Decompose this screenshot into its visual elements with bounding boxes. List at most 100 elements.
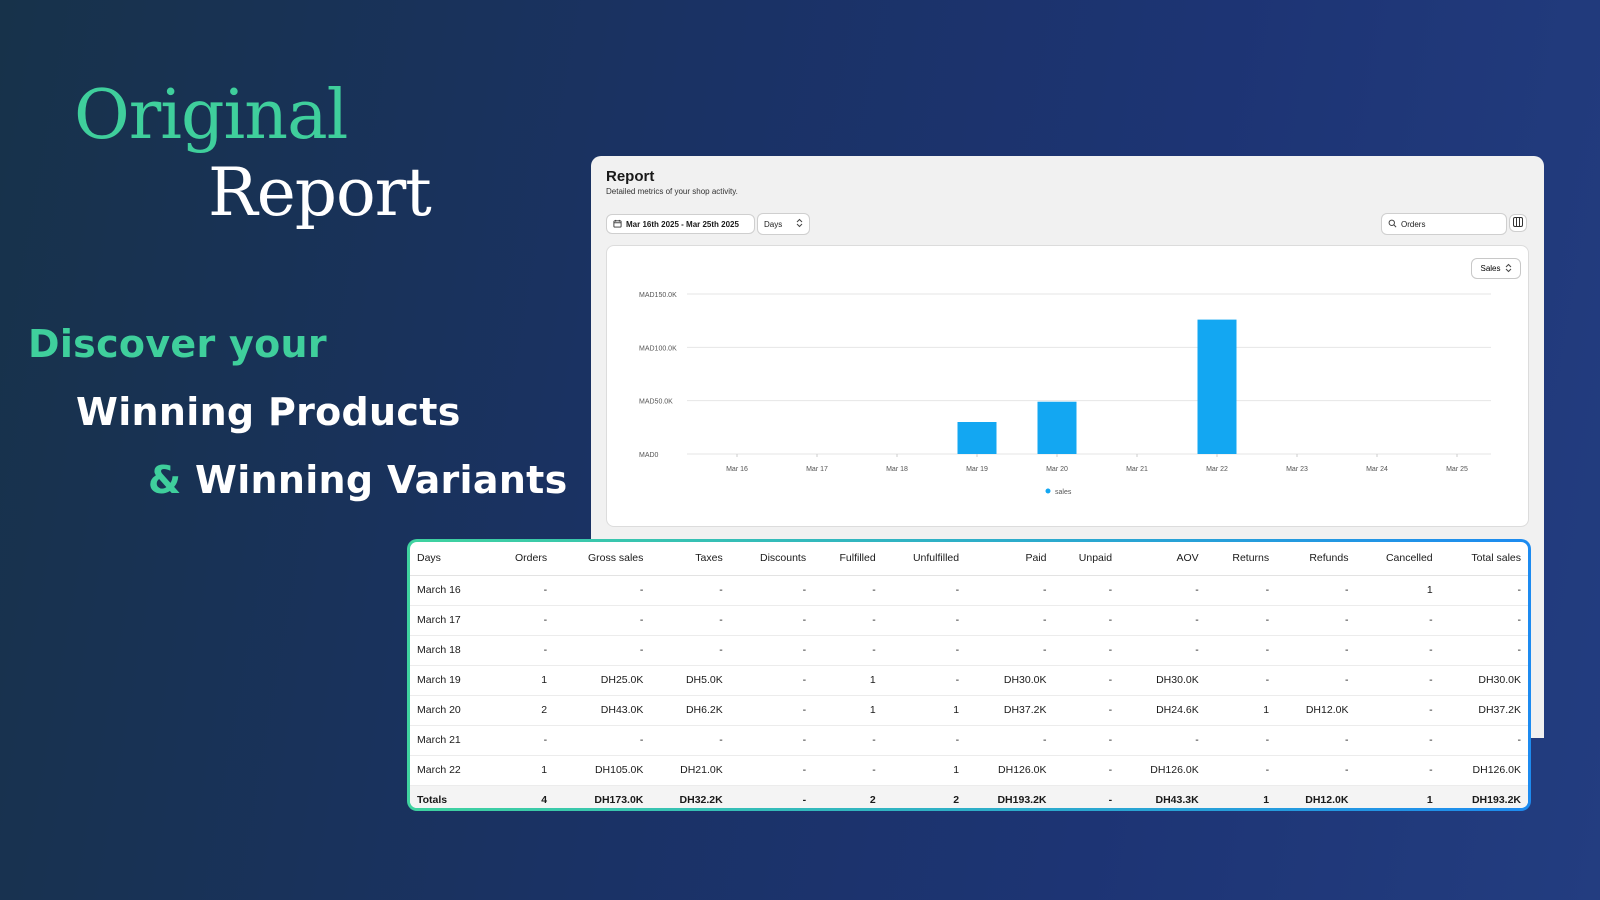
table-cell: -	[882, 725, 967, 756]
totals-cell: -	[1053, 785, 1120, 808]
table-row: March 22 1 DH105.0K DH21.0K - -1 DH126.0K - DH12…	[410, 755, 1528, 786]
table-cell: -	[813, 575, 883, 606]
ampersand: &	[148, 458, 182, 502]
table-cell: -	[1053, 635, 1120, 666]
table-cell: DH126.0K	[1439, 755, 1528, 786]
column-header: Days	[410, 542, 491, 576]
columns-icon	[1513, 217, 1523, 229]
table-cell: 1	[882, 755, 967, 786]
table-cell: -	[1205, 605, 1277, 636]
table-cell: -	[1205, 725, 1277, 756]
table-cell: -	[1355, 755, 1440, 786]
table-cell: -	[882, 575, 967, 606]
table-cell: -	[490, 725, 555, 756]
sales-bar	[957, 422, 997, 454]
tagline-discover: Discover your	[28, 322, 327, 366]
table-cell: March 17	[410, 605, 491, 636]
x-tick-label: Mar 20	[1046, 466, 1068, 473]
table-cell: -	[1355, 725, 1440, 756]
table-cell: -	[1276, 755, 1356, 786]
hero-title-report: Report	[208, 154, 432, 231]
table-cell: -	[650, 605, 730, 636]
totals-cell: DH193.2K	[966, 785, 1054, 808]
y-tick-label: MAD100.0K	[639, 345, 677, 352]
table-cell: DH21.0K	[650, 755, 730, 786]
table-cell: DH43.0K	[554, 695, 651, 726]
tagline-winning-variants-text: Winning Variants	[194, 458, 568, 502]
table-cell: 1	[1205, 695, 1277, 726]
column-header: Taxes	[650, 542, 730, 576]
table-cell: DH30.0K	[966, 665, 1054, 696]
table-cell: -	[1276, 605, 1356, 636]
x-tick-label: Mar 22	[1206, 466, 1228, 473]
table-cell: 1	[490, 755, 555, 786]
report-table: Days Orders Gross sales Taxes Discounts Fulfi…	[407, 539, 1531, 811]
table-cell: -	[650, 635, 730, 666]
totals-cell: DH193.2K	[1439, 785, 1528, 808]
table-cell: -	[1276, 725, 1356, 756]
table-cell: -	[1355, 695, 1440, 726]
table-cell: -	[729, 635, 814, 666]
date-range-label: Mar 16th 2025 - Mar 25th 2025	[626, 219, 739, 229]
x-tick-label: Mar 25	[1446, 466, 1468, 473]
date-range-picker[interactable]: Mar 16th 2025 - Mar 25th 2025	[606, 214, 755, 234]
table-cell: -	[1276, 665, 1356, 696]
table-cell: -	[966, 575, 1054, 606]
table-cell: -	[813, 725, 883, 756]
column-header: Unpaid	[1053, 542, 1120, 576]
table-cell: -	[813, 635, 883, 666]
table-cell: -	[966, 635, 1054, 666]
table-cell: March 20	[410, 695, 491, 726]
tagline-winning-products: Winning Products	[76, 390, 461, 434]
totals-cell: DH32.2K	[650, 785, 730, 808]
table-cell: -	[1355, 635, 1440, 666]
table-cell: March 18	[410, 635, 491, 666]
legend-label: sales	[1055, 489, 1072, 496]
table-cell: -	[554, 725, 651, 756]
table-cell: March 22	[410, 755, 491, 786]
totals-cell: 4	[490, 785, 555, 808]
totals-cell: -	[729, 785, 814, 808]
totals-cell: 2	[882, 785, 967, 808]
column-header: Orders	[490, 542, 555, 576]
y-tick-label: MAD150.0K	[639, 292, 677, 299]
table-cell: -	[554, 605, 651, 636]
x-tick-label: Mar 17	[806, 466, 828, 473]
metric-select-label: Sales	[1480, 264, 1501, 273]
table-cell: -	[729, 695, 814, 726]
table-cell: 1	[490, 665, 555, 696]
totals-cell: DH173.0K	[554, 785, 651, 808]
table-cell: -	[729, 725, 814, 756]
table-cell: -	[1119, 575, 1206, 606]
column-header: Fulfilled	[813, 542, 883, 576]
table-row: March 20 2 DH43.0K DH6.2K -1 1 DH37.2K - DH24.6K…	[410, 695, 1528, 726]
column-header: Total sales	[1439, 542, 1528, 576]
table-cell: DH6.2K	[650, 695, 730, 726]
table-cell: -	[650, 575, 730, 606]
metric-select[interactable]: Sales	[1471, 258, 1521, 279]
search-input[interactable]: Orders	[1381, 213, 1507, 235]
table-cell: 1	[1355, 575, 1440, 606]
columns-button[interactable]	[1509, 214, 1527, 232]
table-cell: -	[1276, 635, 1356, 666]
totals-cell: 1	[1355, 785, 1440, 808]
totals-cell: Totals	[410, 785, 491, 808]
x-tick-label: Mar 16	[726, 466, 748, 473]
column-header: Paid	[966, 542, 1054, 576]
column-header: AOV	[1119, 542, 1206, 576]
table-cell: -	[1205, 755, 1277, 786]
table-cell: 1	[813, 665, 883, 696]
granularity-select[interactable]: Days	[757, 213, 810, 235]
up-down-chevron-icon	[796, 218, 803, 230]
table-cell: -	[650, 725, 730, 756]
table-cell: -	[490, 635, 555, 666]
column-header: Gross sales	[554, 542, 651, 576]
table-cell: DH24.6K	[1119, 695, 1206, 726]
sales-chart-card: Sales MAD0 MAD50.0K MAD100.0K MAD150.0K Mar …	[606, 245, 1529, 527]
table-cell: DH37.2K	[966, 695, 1054, 726]
x-tick-label: Mar 21	[1126, 466, 1148, 473]
table-cell: -	[882, 665, 967, 696]
table-cell: -	[1053, 605, 1120, 636]
table-cell: -	[1355, 605, 1440, 636]
table-row: March 17- - - - - - - - - - - - -	[410, 605, 1528, 636]
